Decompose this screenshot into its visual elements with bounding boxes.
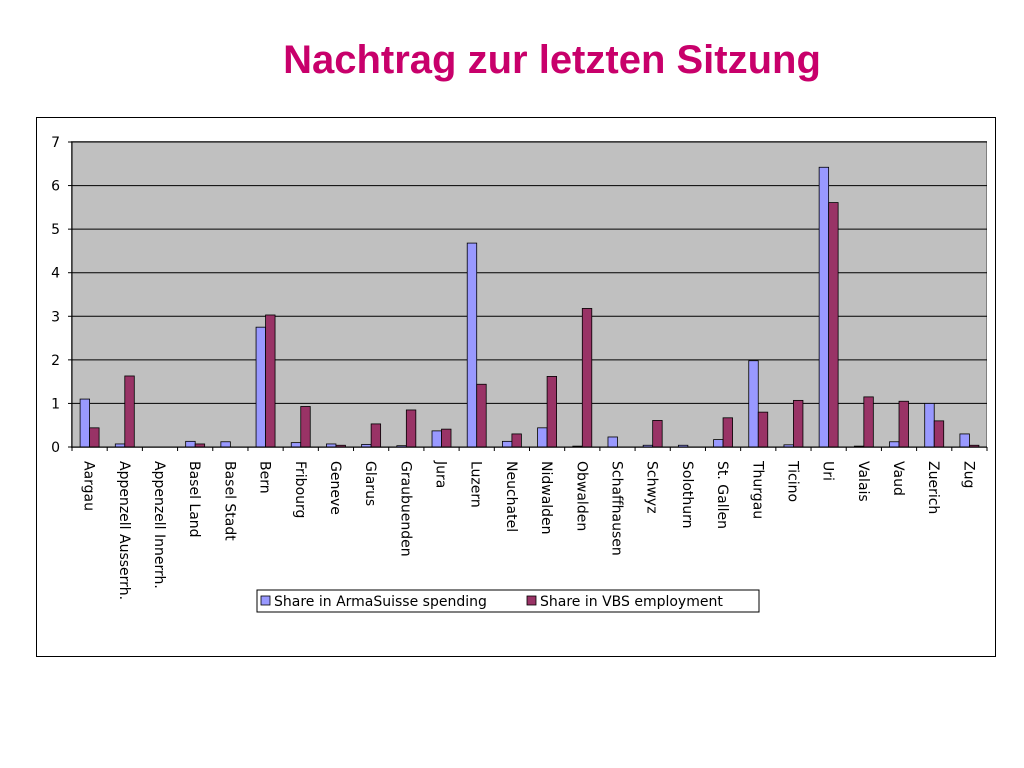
bar-armasuisse-spending <box>255 326 266 448</box>
x-tick-label: Nidwalden <box>538 461 554 535</box>
x-tick-label: Glarus <box>362 461 378 506</box>
x-tick-label: Basel Land <box>186 461 202 538</box>
x-tick-label: St. Gallen <box>714 461 730 529</box>
y-tick-label: 5 <box>51 222 60 238</box>
bar-vbs-employment <box>652 420 663 448</box>
bar-vbs-employment <box>933 420 945 448</box>
bar-vbs-employment <box>793 399 804 448</box>
x-tick-label: Graubuenden <box>397 461 413 557</box>
bar-vbs-employment <box>476 383 487 448</box>
x-axis: Aargau Appenzell Ausserrh. Appenzell Inner… <box>71 446 988 600</box>
y-tick-label: 4 <box>51 266 60 282</box>
x-tick-label: Thurgau <box>749 460 765 519</box>
bar-vbs-employment <box>898 400 909 448</box>
x-tick-label: Ticino <box>784 460 800 502</box>
x-tick-label: Geneve <box>327 461 343 515</box>
bar-vbs-employment <box>89 427 100 448</box>
bar-vbs-employment <box>511 433 522 448</box>
x-tick-label: Zuerich <box>925 461 941 514</box>
bar-armasuisse-spending <box>79 398 90 448</box>
bar-vbs-employment <box>757 411 769 448</box>
bar-armasuisse-spending <box>502 440 513 448</box>
x-tick-label: Neuchatel <box>503 461 519 532</box>
bar-armasuisse-spending <box>537 427 548 448</box>
slide-title: Nachtrag zur letzten Sitzung <box>283 38 821 82</box>
legend-box <box>256 589 760 613</box>
x-tick-label: Solothurn <box>679 461 695 529</box>
bar-chart: 0 1 2 3 4 5 6 7 Aargau Appenzell Ausserrh. Appenz… <box>51 135 988 613</box>
bar-armasuisse-spending <box>290 442 302 448</box>
x-tick-label: Appenzell Innerrh. <box>151 461 167 589</box>
bar-armasuisse-spending <box>185 440 196 448</box>
y-tick-label: 0 <box>51 440 60 456</box>
bar-vbs-employment <box>722 417 733 448</box>
x-tick-label: Vaud <box>890 461 906 496</box>
bar-vbs-employment <box>863 396 874 448</box>
bar-armasuisse-spending <box>748 360 759 448</box>
bar-vbs-employment <box>405 409 417 448</box>
bar-vbs-employment <box>581 308 593 448</box>
bar-vbs-employment <box>124 375 135 448</box>
bar-armasuisse-spending <box>466 242 478 448</box>
x-tick-label: Basel Stadt <box>221 461 237 541</box>
y-tick-label: 7 <box>51 135 60 151</box>
bars <box>79 166 980 448</box>
x-tick-label: Luzern <box>468 461 484 508</box>
plot-area <box>71 141 987 448</box>
bar-vbs-employment <box>546 376 557 448</box>
bar-vbs-employment <box>265 314 276 448</box>
bar-armasuisse-spending <box>431 430 442 448</box>
x-tick-label: Obwalden <box>573 461 589 531</box>
legend-swatch <box>260 595 271 606</box>
gridlines <box>72 141 987 448</box>
y-tick-label: 2 <box>51 353 60 369</box>
bar-armasuisse-spending <box>607 436 618 448</box>
legend-label: Share in ArmaSuisse spending <box>274 594 487 610</box>
bar-vbs-employment <box>370 423 382 448</box>
x-tick-label: Bern <box>257 461 273 494</box>
x-tick-label: Schwyz <box>644 461 660 514</box>
x-tick-label: Valais <box>855 461 871 502</box>
bar-armasuisse-spending <box>220 441 231 448</box>
x-tick-label: Schaffhausen <box>608 461 624 556</box>
bar-armasuisse-spending <box>959 433 970 448</box>
x-tick-label: Uri <box>820 461 836 481</box>
y-tick-label: 1 <box>51 396 60 412</box>
bar-vbs-employment <box>441 428 452 448</box>
bar-vbs-employment <box>300 406 311 448</box>
y-axis: 0 1 2 3 4 5 6 7 <box>51 135 73 456</box>
x-tick-label: Jura <box>433 460 449 488</box>
x-tick-label: Zug <box>960 461 976 488</box>
bar-armasuisse-spending <box>713 439 724 448</box>
x-tick-label: Appenzell Ausserrh. <box>116 461 132 600</box>
bar-armasuisse-spending <box>818 166 830 448</box>
y-tick-label: 3 <box>51 309 60 325</box>
bar-vbs-employment <box>828 202 839 448</box>
x-tick-label: Aargau <box>81 461 97 511</box>
x-tick-label: Fribourg <box>292 461 308 518</box>
bar-armasuisse-spending <box>889 441 900 448</box>
legend: Share in ArmaSuisse spending Share in VBS… <box>256 589 760 613</box>
chart-frame: 0 1 2 3 4 5 6 7 Aargau Appenzell Ausserrh. Appenz… <box>36 117 996 657</box>
legend-swatch <box>526 595 537 606</box>
bar-armasuisse-spending <box>924 403 935 448</box>
legend-label: Share in VBS employment <box>540 594 723 610</box>
y-tick-label: 6 <box>51 179 60 195</box>
